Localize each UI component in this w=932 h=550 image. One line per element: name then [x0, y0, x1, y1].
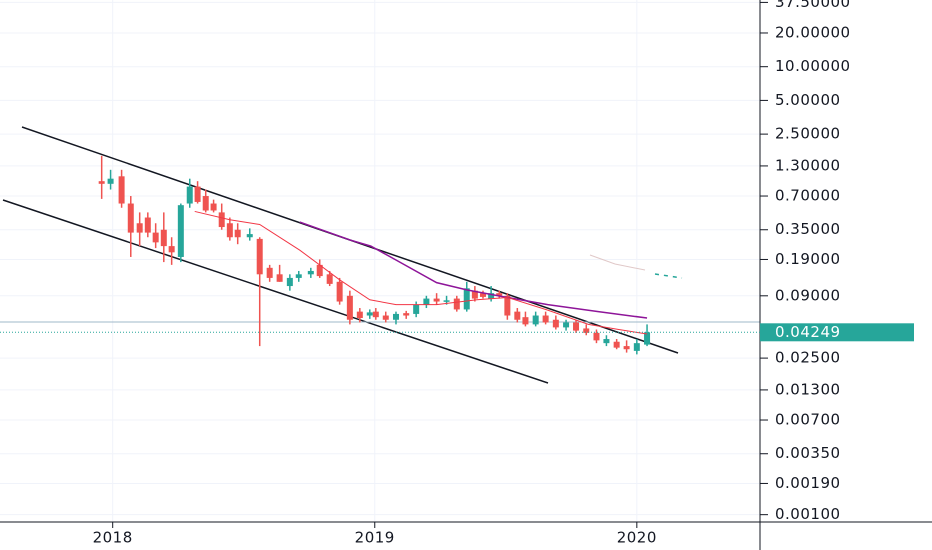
candle-body	[644, 332, 651, 345]
last-price-label: 0.04249	[775, 323, 841, 341]
candle-body	[504, 295, 511, 316]
y-tick-label: 0.70000	[775, 187, 841, 205]
y-tick-label: 0.00700	[775, 411, 841, 429]
candle-body	[295, 274, 302, 278]
y-tick-label: 10.00000	[775, 57, 851, 75]
x-tick-label: 2018	[93, 529, 133, 547]
moving-average	[194, 210, 648, 335]
y-tick-label: 20.00000	[775, 23, 851, 41]
candle-body	[514, 311, 521, 320]
candle-body	[210, 203, 217, 211]
y-tick-label: 0.02500	[775, 349, 841, 367]
candle-body	[136, 223, 143, 233]
candle-body	[633, 343, 640, 351]
candle-body	[366, 312, 373, 316]
channel-lower	[2, 199, 549, 384]
candle-body	[246, 234, 253, 238]
candle-body	[433, 298, 440, 302]
candle-body	[127, 203, 134, 233]
y-tick-label: 0.19000	[775, 250, 841, 268]
x-tick-label: 2020	[617, 529, 657, 547]
candle-body	[177, 205, 184, 257]
y-tick-label: 0.35000	[775, 220, 841, 238]
y-tick-label: 0.09000	[775, 286, 841, 304]
candle-body	[202, 196, 209, 211]
candle-body	[613, 341, 620, 348]
candle-body	[356, 311, 363, 319]
candle-body	[152, 232, 159, 243]
candle-body	[479, 293, 486, 297]
candle-body	[392, 313, 399, 320]
candle-body	[118, 176, 125, 204]
candle-body	[160, 229, 167, 247]
faded-indicator	[589, 254, 646, 271]
candle-body	[623, 346, 630, 350]
candle-body	[488, 293, 495, 299]
moving-average	[299, 221, 648, 319]
candle-body	[403, 313, 410, 316]
candle-body	[542, 315, 549, 323]
y-tick-label: 5.00000	[775, 91, 841, 109]
candle-body	[522, 317, 529, 325]
candle-body	[144, 217, 151, 233]
candle-body	[168, 246, 175, 253]
y-tick-label: 0.01300	[775, 380, 841, 398]
y-tick-label: 0.00100	[775, 505, 841, 523]
candle-body	[98, 181, 105, 184]
x-tick-label: 2019	[355, 529, 395, 547]
candle-body	[107, 178, 114, 184]
candle-body	[563, 322, 570, 328]
candle-body	[413, 304, 420, 314]
candle-body	[496, 293, 503, 296]
candle-body	[256, 238, 263, 275]
candle-body	[266, 267, 273, 278]
candle-body	[573, 322, 580, 331]
y-tick-label: 0.00190	[775, 474, 841, 492]
candle-body	[443, 300, 450, 302]
candle-body	[593, 332, 600, 341]
candle-body	[382, 315, 389, 320]
y-tick-label: 1.30000	[775, 156, 841, 174]
candle-body	[583, 328, 590, 333]
candle-body	[603, 339, 610, 344]
candle-body	[453, 298, 460, 310]
candle-body	[463, 288, 470, 310]
candle-body	[423, 298, 430, 305]
candle-body	[194, 186, 201, 202]
last-price-box	[760, 323, 914, 342]
candle-body	[234, 229, 241, 238]
candle-body	[326, 274, 333, 284]
candle-body	[552, 319, 559, 328]
y-tick-label: 37.50000	[775, 0, 851, 11]
candle-body	[372, 311, 379, 318]
y-tick-label: 2.50000	[775, 125, 841, 143]
candle-body	[307, 270, 314, 275]
candle-body	[226, 223, 233, 238]
candle-body	[286, 277, 293, 287]
candle-body	[218, 212, 225, 228]
candle-body	[276, 274, 283, 282]
candle-body	[336, 281, 343, 302]
y-tick-label: 0.00350	[775, 444, 841, 462]
candle-body	[471, 290, 478, 299]
projection	[654, 273, 683, 279]
candle-body	[532, 315, 539, 325]
candle-body	[346, 295, 353, 320]
candle-body	[316, 264, 323, 277]
candle-body	[186, 186, 193, 204]
